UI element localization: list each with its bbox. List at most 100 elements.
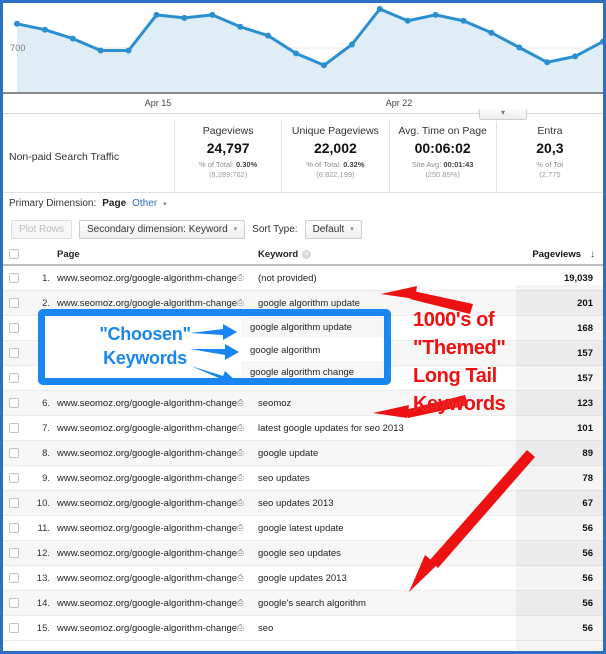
- table-row[interactable]: 13. www.seomoz.org/google-algorithm-chang…: [3, 566, 603, 591]
- external-link-icon[interactable]: ⎙: [237, 547, 244, 557]
- metric-sub-prefix: % of Total:: [306, 160, 342, 169]
- plot-rows-button[interactable]: Plot Rows: [11, 219, 73, 239]
- chart-data-point[interactable]: [293, 50, 299, 57]
- row-page-url[interactable]: www.seomoz.org/google-algorithm-change⎙: [57, 548, 257, 559]
- chart-data-point[interactable]: [69, 35, 76, 42]
- close-circle-icon[interactable]: ✕: [302, 249, 312, 259]
- row-page-url[interactable]: www.seomoz.org/google-algorithm-change⎙: [57, 298, 257, 309]
- table-row[interactable]: 11. www.seomoz.org/google-algorithm-chang…: [3, 516, 603, 541]
- chart-data-point[interactable]: [209, 11, 216, 18]
- row-checkbox[interactable]: [3, 423, 25, 433]
- metrics-summary-bar: Non-paid Search Traffic Pageviews 24,797…: [3, 121, 603, 193]
- external-link-icon[interactable]: ⎙: [237, 522, 244, 532]
- chart-data-point[interactable]: [432, 11, 439, 18]
- row-checkbox[interactable]: [3, 323, 25, 333]
- chart-data-point[interactable]: [404, 17, 411, 24]
- chart-data-point[interactable]: [265, 32, 272, 39]
- external-link-icon[interactable]: ⎙: [237, 397, 244, 407]
- row-page-url[interactable]: www.seomoz.org/google-algorithm-change⎙: [57, 598, 257, 609]
- chart-data-point[interactable]: [572, 53, 579, 60]
- header-page[interactable]: Page: [57, 248, 80, 260]
- external-link-icon[interactable]: ⎙: [237, 622, 244, 632]
- chart-data-point[interactable]: [237, 23, 244, 30]
- table-row[interactable]: 12. www.seomoz.org/google-algorithm-chang…: [3, 541, 603, 566]
- sort-descending-arrow-icon[interactable]: ↓: [590, 248, 595, 260]
- row-checkbox[interactable]: [3, 398, 25, 408]
- table-row[interactable]: 7. www.seomoz.org/google-algorithm-change…: [3, 416, 603, 441]
- select-all-checkbox[interactable]: [3, 249, 25, 259]
- external-link-icon[interactable]: ⎙: [237, 572, 244, 582]
- chart-data-point[interactable]: [460, 17, 467, 24]
- metric-card-entrances[interactable]: Entra 20,3 % of Tot (2,775: [497, 121, 603, 192]
- chart-data-point[interactable]: [14, 20, 20, 27]
- table-row[interactable]: 6. www.seomoz.org/google-algorithm-change…: [3, 391, 603, 416]
- checkbox-icon: [9, 573, 19, 583]
- metric-value: 22,002: [313, 140, 357, 156]
- red-callout-line1: 1000's of: [413, 309, 495, 331]
- row-page-url[interactable]: www.seomoz.org/google-algorithm-change⎙: [57, 573, 257, 584]
- traffic-line-chart[interactable]: 700: [3, 3, 603, 92]
- table-row[interactable]: 9. www.seomoz.org/google-algorithm-change…: [3, 466, 603, 491]
- table-row[interactable]: 14. www.seomoz.org/google-algorithm-chang…: [3, 591, 603, 616]
- row-checkbox[interactable]: [3, 448, 25, 458]
- row-page-url[interactable]: www.seomoz.org/google-algorithm-change⎙: [57, 523, 257, 534]
- chart-data-point[interactable]: [153, 11, 160, 18]
- external-link-icon[interactable]: ⎙: [237, 497, 244, 507]
- table-row[interactable]: 8. www.seomoz.org/google-algorithm-change…: [3, 441, 603, 466]
- chart-data-point[interactable]: [600, 38, 603, 45]
- primary-dimension-other-tab[interactable]: Other: [132, 198, 158, 209]
- row-checkbox[interactable]: [3, 373, 25, 383]
- row-checkbox[interactable]: [3, 573, 25, 583]
- row-page-url[interactable]: www.seomoz.org/google-algorithm-change⎙: [57, 398, 257, 409]
- table-row[interactable]: 1. www.seomoz.org/google-algorithm-change…: [3, 266, 603, 291]
- table-row[interactable]: 10. www.seomoz.org/google-algorithm-chang…: [3, 491, 603, 516]
- chart-data-point[interactable]: [125, 47, 132, 54]
- chart-data-point[interactable]: [544, 59, 551, 66]
- row-page-url[interactable]: www.seomoz.org/google-algorithm-change⎙: [57, 448, 257, 459]
- external-link-icon[interactable]: ⎙: [237, 447, 244, 457]
- row-page-url-text: www.seomoz.org/google-algorithm-change: [57, 447, 238, 459]
- chart-data-point[interactable]: [97, 47, 104, 54]
- external-link-icon[interactable]: ⎙: [237, 297, 244, 307]
- external-link-icon[interactable]: ⎙: [237, 472, 244, 482]
- row-page-url[interactable]: www.seomoz.org/google-algorithm-change⎙: [57, 498, 257, 509]
- row-checkbox[interactable]: [3, 523, 25, 533]
- metric-card-pageviews[interactable]: Pageviews 24,797 % of Total: 0.30% (8,28…: [175, 121, 283, 192]
- row-page-url[interactable]: www.seomoz.org/google-algorithm-change⎙: [57, 623, 257, 634]
- external-link-icon[interactable]: ⎙: [237, 272, 244, 282]
- row-checkbox[interactable]: [3, 598, 25, 608]
- row-checkbox[interactable]: [3, 623, 25, 633]
- external-link-icon[interactable]: ⎙: [237, 597, 244, 607]
- primary-dimension-page-tab[interactable]: Page: [102, 198, 127, 209]
- sort-type-dropdown[interactable]: Default ▾: [304, 219, 362, 239]
- red-callout-line2: "Themed": [413, 337, 506, 359]
- table-row[interactable]: 15. www.seomoz.org/google-algorithm-chang…: [3, 616, 603, 641]
- metric-card-avg-time-on-page[interactable]: Avg. Time on Page 00:06:02 Site Avg: 00:…: [390, 121, 497, 192]
- external-link-icon[interactable]: ⎙: [237, 422, 244, 432]
- row-pageviews: 78: [582, 472, 593, 484]
- chart-collapse-handle[interactable]: ▾: [479, 109, 527, 120]
- header-keyword[interactable]: Keyword ✕: [257, 249, 516, 260]
- row-checkbox[interactable]: [3, 548, 25, 558]
- metric-sub-value: 0.32%: [343, 160, 365, 169]
- metric-sub-value: 00:01:43: [443, 160, 474, 169]
- chart-data-point[interactable]: [376, 6, 383, 12]
- secondary-dimension-dropdown[interactable]: Secondary dimension: Keyword ▾: [79, 219, 246, 239]
- row-page-url[interactable]: www.seomoz.org/google-algorithm-change⎙: [57, 423, 257, 434]
- chart-data-point[interactable]: [488, 29, 495, 36]
- chart-data-point[interactable]: [181, 14, 188, 21]
- row-checkbox[interactable]: [3, 348, 25, 358]
- row-checkbox[interactable]: [3, 498, 25, 508]
- chart-data-point[interactable]: [348, 41, 355, 48]
- row-checkbox[interactable]: [3, 273, 25, 283]
- row-checkbox[interactable]: [3, 473, 25, 483]
- chart-data-point[interactable]: [516, 44, 523, 51]
- row-page-url[interactable]: www.seomoz.org/google-algorithm-change⎙: [57, 273, 257, 284]
- row-checkbox[interactable]: [3, 298, 25, 308]
- row-page-url[interactable]: www.seomoz.org/google-algorithm-change⎙: [57, 473, 257, 484]
- header-pageviews[interactable]: Pageviews: [532, 248, 581, 260]
- metric-card-unique-pageviews[interactable]: Unique Pageviews 22,002 % of Total: 0.32…: [282, 121, 390, 192]
- chart-data-point[interactable]: [321, 62, 327, 69]
- chart-data-point[interactable]: [41, 26, 48, 33]
- chart-x-axis: Apr 15 Apr 22: [3, 92, 603, 113]
